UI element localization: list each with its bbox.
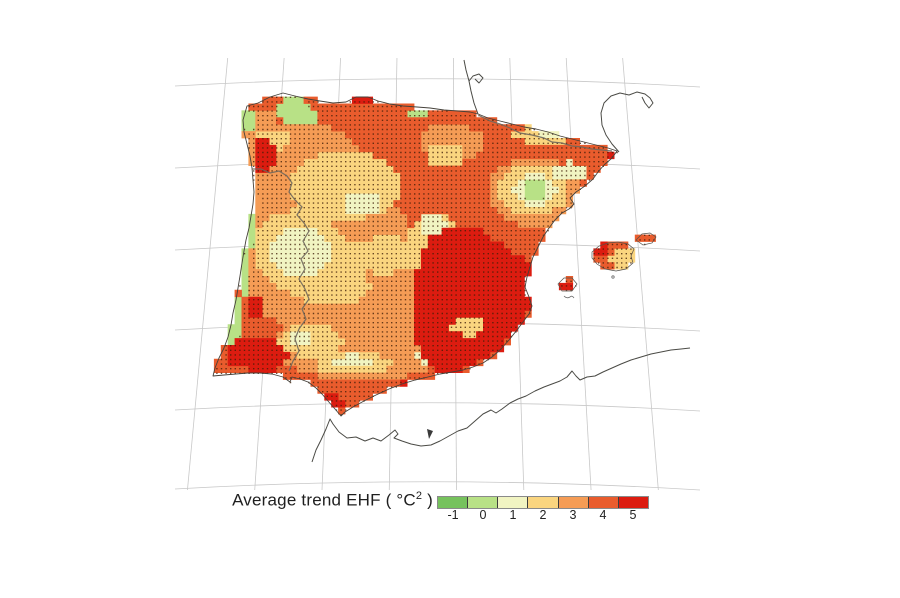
legend-title: Average trend EHF ( °C2 ) xyxy=(0,490,433,511)
graticule-grid xyxy=(174,57,701,491)
colorbar-segment-0 xyxy=(438,497,468,508)
country-borders xyxy=(252,115,613,372)
colorbar-segment-1 xyxy=(467,497,498,508)
menorca-island-outline xyxy=(635,232,657,246)
colorbar-tick-label: 3 xyxy=(569,508,577,522)
heat-class-3 xyxy=(255,124,636,373)
heat-cells xyxy=(213,96,656,415)
legend-title-text: Average trend EHF ( °C xyxy=(232,490,416,510)
ibiza-island-outline xyxy=(557,277,578,292)
france-mediterranean-coastline xyxy=(600,91,654,153)
peninsula-coastline xyxy=(212,92,618,417)
colorbar-tick-label: 2 xyxy=(539,508,547,522)
formentera-island-mark xyxy=(563,295,575,299)
cabrera-island-mark xyxy=(611,275,615,279)
colorbar xyxy=(437,496,649,509)
land-outlines xyxy=(212,92,657,417)
colorbar-tick-label: 5 xyxy=(629,508,637,522)
surrounding-coastlines xyxy=(311,59,691,463)
heat-class-2 xyxy=(269,131,587,367)
africa-coastline xyxy=(311,347,691,463)
legend-title-suffix: ) xyxy=(422,490,433,510)
small-island-marks xyxy=(563,275,615,299)
colorbar-tick-label: 0 xyxy=(479,508,487,522)
france-atlantic-hook-coastline xyxy=(468,73,484,84)
colorbar-segment-4 xyxy=(557,497,588,508)
heat-class-4 xyxy=(241,110,580,380)
colorbar-segment-5 xyxy=(587,497,618,508)
spain-france-border xyxy=(479,115,613,152)
france-atlantic-coastline xyxy=(463,59,479,115)
colorbar-segment-6 xyxy=(617,497,648,508)
ceuta-landmark xyxy=(427,429,433,439)
colorbar-tick-label: 4 xyxy=(599,508,607,522)
spain-portugal-border xyxy=(252,168,310,372)
mallorca-island-outline xyxy=(591,241,635,272)
colorbar-tick-label: -1 xyxy=(447,508,459,522)
legend-title-exponent: 2 xyxy=(415,490,423,502)
colorbar-tick-label: 1 xyxy=(509,508,517,522)
heat-class-6 xyxy=(227,96,615,408)
colorbar-segment-2 xyxy=(497,497,528,508)
colorbar-segment-3 xyxy=(527,497,558,508)
